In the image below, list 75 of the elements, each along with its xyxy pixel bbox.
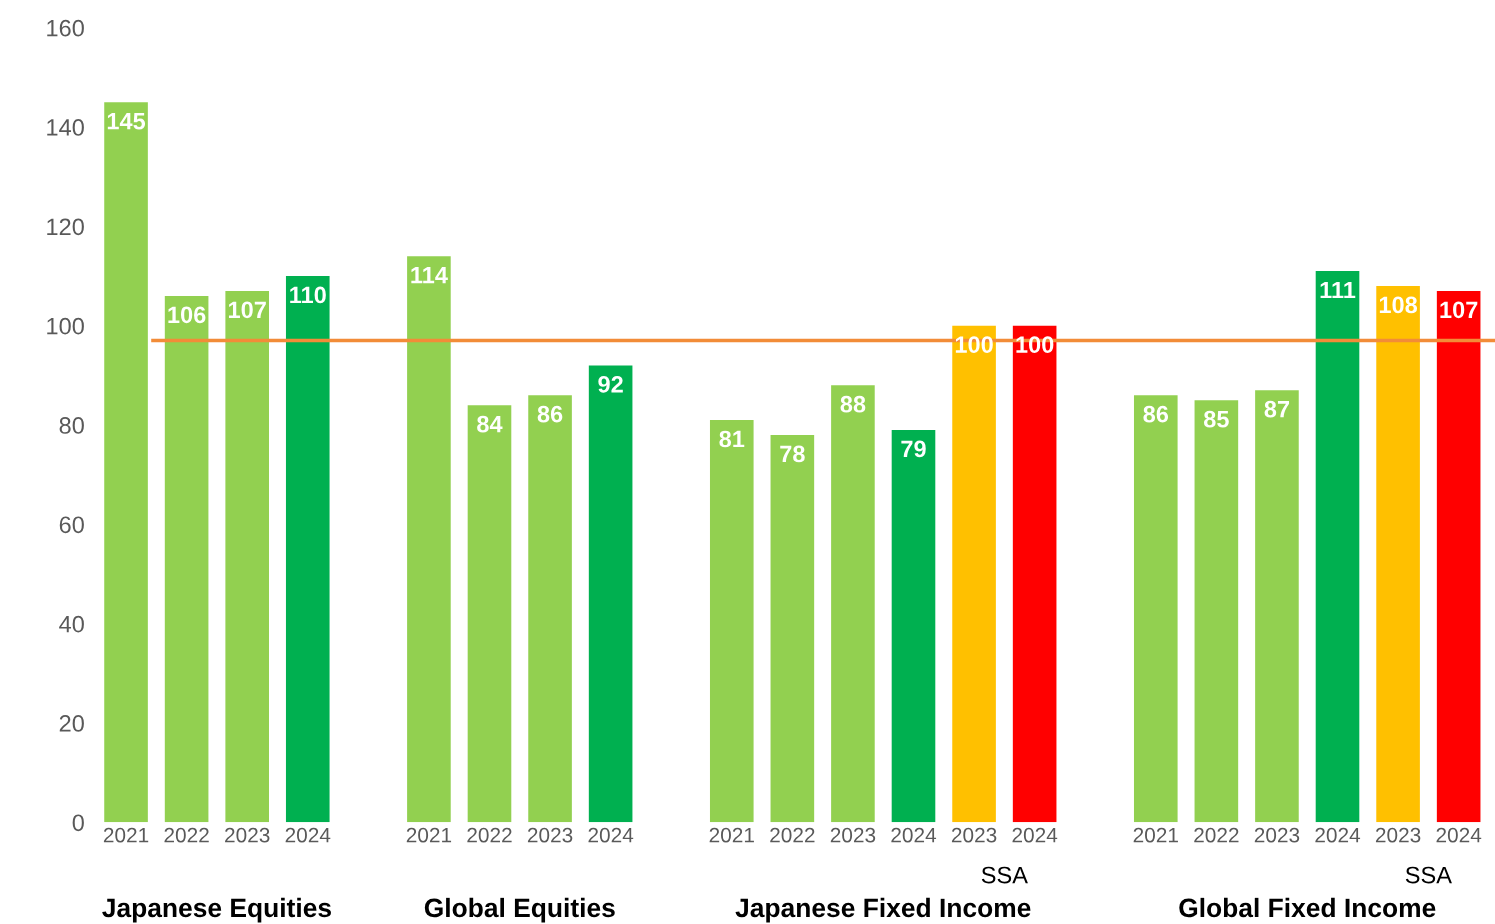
x-tick-label: 2022: [164, 827, 209, 843]
x-tick-label: 2023: [830, 827, 876, 843]
data-label: 100: [1016, 336, 1054, 353]
y-tick-label: 0: [72, 814, 84, 832]
x-tick-label: 2024: [1436, 827, 1482, 843]
data-label: 100: [955, 336, 993, 353]
x-tick-label: 2024: [891, 827, 937, 843]
bar: [1255, 390, 1299, 823]
x-tick-label: 2024: [1315, 827, 1361, 843]
data-label: 86: [537, 405, 563, 423]
bar: [528, 395, 572, 823]
bar: [1315, 271, 1360, 823]
bar: [1376, 285, 1420, 823]
x-tick-label: 2022: [467, 827, 512, 843]
data-label: 85: [1203, 410, 1229, 428]
bar: [1133, 395, 1178, 823]
x-tick-label: 2023: [527, 827, 573, 843]
x-tick-label: 2022: [1194, 827, 1239, 843]
data-label: 111: [1320, 281, 1356, 299]
bar: [1436, 290, 1481, 823]
x-tick-label: 2021: [709, 827, 754, 843]
data-label: 107: [228, 301, 266, 319]
y-tick-label: 140: [47, 119, 84, 136]
text: SSA: [981, 866, 1028, 884]
text: SSA: [1405, 866, 1452, 884]
bar: [407, 256, 451, 823]
x-tick-label: 2024: [1012, 827, 1058, 843]
y-tick-label: 80: [59, 417, 84, 434]
data-label: 92: [598, 376, 623, 393]
bar: [891, 430, 936, 823]
data-label: 79: [901, 440, 926, 458]
data-label: 84: [477, 415, 503, 433]
x-tick-label: 2023: [1254, 827, 1300, 843]
y-tick-label: 40: [59, 615, 84, 633]
x-tick-label: 2021: [1133, 827, 1178, 843]
y-tick-label: 60: [59, 516, 84, 534]
data-label: 108: [1379, 296, 1418, 314]
bar: [225, 290, 269, 823]
x-tick-label: 2023: [1375, 827, 1421, 843]
data-label: 78: [780, 445, 805, 463]
data-label: 107: [1440, 301, 1478, 319]
text: Japanese Equities: [102, 897, 331, 923]
data-label: 114: [411, 266, 448, 284]
bar: [831, 385, 875, 823]
y-tick-label: 160: [47, 19, 84, 37]
x-tick-label: 2023: [225, 827, 270, 843]
x-tick-label: 2023: [951, 827, 997, 843]
data-label: 88: [840, 395, 866, 413]
x-tick-label: 2021: [103, 827, 149, 843]
text: Global Fixed Income: [1179, 897, 1436, 918]
x-tick-label: 2021: [406, 827, 452, 843]
data-label: 86: [1143, 405, 1169, 423]
data-label: 81: [719, 430, 745, 448]
y-tick-label: 120: [47, 218, 84, 236]
text: Global Equities: [424, 897, 615, 923]
bar: [285, 276, 330, 823]
data-label: 145: [107, 113, 146, 130]
bar: [588, 365, 633, 823]
bar: [770, 434, 815, 823]
bar: [164, 295, 209, 823]
x-tick-label: 2022: [770, 827, 815, 843]
bar: [104, 102, 148, 823]
data-label: 106: [168, 306, 206, 324]
bar: [709, 420, 754, 823]
bar: [1012, 325, 1057, 823]
bar: [952, 325, 996, 823]
text: Japanese Fixed Income: [735, 897, 1031, 923]
bar: [1194, 400, 1239, 823]
y-tick-label: 100: [47, 317, 84, 335]
x-tick-label: 2024: [285, 827, 331, 843]
data-label: 87: [1264, 400, 1290, 418]
x-tick-label: 2024: [588, 827, 634, 843]
bar: [467, 405, 512, 823]
data-label: 110: [290, 286, 326, 304]
y-tick-label: 20: [59, 715, 84, 732]
